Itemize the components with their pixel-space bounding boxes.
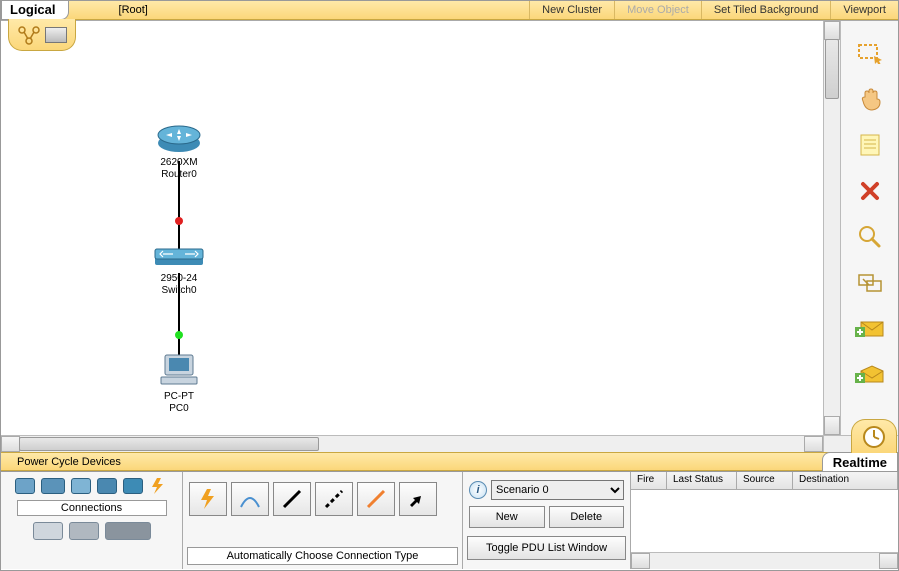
link-status-dot [175, 331, 183, 339]
switch-icon [153, 245, 205, 269]
delete-x-icon [860, 181, 880, 201]
new-cluster-button[interactable]: New Cluster [529, 1, 614, 19]
add-complex-pdu-tool[interactable] [852, 361, 888, 389]
lightning-icon[interactable] [149, 478, 169, 494]
pdu-horizontal-scrollbar[interactable] [631, 552, 898, 569]
topology-icon [17, 25, 41, 45]
category-icon[interactable] [71, 478, 91, 494]
toggle-pdu-list-button[interactable]: Toggle PDU List Window [467, 536, 626, 560]
vertical-scrollbar[interactable] [823, 21, 840, 435]
curve-icon [238, 487, 262, 511]
scenario-select[interactable]: Scenario 0 [491, 480, 624, 500]
top-toolbar: Logical [Root] New Cluster Move Object S… [1, 1, 898, 20]
device-model-label: PC-PT [153, 391, 205, 403]
clock-icon [862, 425, 886, 449]
realtime-tab[interactable]: Realtime [822, 452, 898, 471]
resize-icon [857, 273, 883, 293]
conn-fiber-button[interactable] [357, 482, 395, 516]
pdu-list-panel: Fire Last Status Source Destination [631, 472, 898, 569]
right-tool-palette [840, 21, 898, 435]
scroll-thumb[interactable] [19, 437, 319, 451]
logical-tab[interactable]: Logical [1, 1, 69, 20]
device-model-label: 2620XM [151, 157, 207, 169]
hand-icon [857, 87, 883, 111]
power-cycle-label[interactable]: Power Cycle Devices [17, 456, 121, 468]
note-icon [859, 133, 881, 157]
connection-types-panel: Automatically Choose Connection Type [183, 472, 463, 569]
workspace: 2620XM Router0 2950-24 Switch0 PC-PT PC0 [1, 20, 898, 435]
pdu-col-destination[interactable]: Destination [793, 472, 898, 489]
category-icon[interactable] [41, 478, 65, 494]
conn-straight-button[interactable] [273, 482, 311, 516]
device-pc[interactable]: PC-PT PC0 [153, 353, 205, 415]
realtime-clock-tab[interactable] [851, 419, 897, 453]
pdu-col-last-status[interactable]: Last Status [667, 472, 737, 489]
category-icon[interactable] [123, 478, 143, 494]
zigzag-icon [406, 487, 430, 511]
move-object-button[interactable]: Move Object [614, 1, 701, 19]
set-tiled-background-button[interactable]: Set Tiled Background [701, 1, 831, 19]
open-envelope-plus-icon [855, 365, 885, 385]
delete-tool[interactable] [852, 177, 888, 205]
hscroll-row [1, 435, 898, 452]
link-status-dot [175, 217, 183, 225]
horizontal-scrollbar[interactable] [1, 436, 823, 452]
device-category-icons [11, 476, 173, 496]
select-tool[interactable] [852, 39, 888, 67]
device-category-label: Connections [17, 500, 167, 516]
line-icon [280, 487, 304, 511]
conn-phone-button[interactable] [399, 482, 437, 516]
scenario-delete-button[interactable]: Delete [549, 506, 625, 528]
connection-description: Automatically Choose Connection Type [187, 547, 458, 565]
device-switch[interactable]: 2950-24 Switch0 [149, 245, 209, 297]
select-icon [856, 42, 884, 64]
sub-device-icon[interactable] [105, 522, 151, 540]
router-icon [156, 123, 202, 153]
lightning-icon [197, 488, 219, 510]
category-icon[interactable] [97, 478, 117, 494]
status-bar: Power Cycle Devices Realtime [1, 452, 898, 471]
inspect-tool[interactable] [852, 223, 888, 251]
resize-tool[interactable] [852, 269, 888, 297]
device-name-label: PC0 [153, 403, 205, 415]
note-tool[interactable] [852, 131, 888, 159]
pc-icon [159, 353, 199, 387]
scroll-thumb[interactable] [825, 39, 839, 99]
line-icon [364, 487, 388, 511]
scenario-new-button[interactable]: New [469, 506, 545, 528]
conn-console-button[interactable] [231, 482, 269, 516]
move-hand-tool[interactable] [852, 85, 888, 113]
viewport-button[interactable]: Viewport [830, 1, 898, 19]
dashed-line-icon [322, 487, 346, 511]
grey-box-icon [45, 27, 67, 43]
bottom-panel: Connections [1, 471, 898, 569]
scenario-panel: i Scenario 0 New Delete Toggle PDU List … [463, 472, 631, 569]
envelope-plus-icon [855, 319, 885, 339]
add-simple-pdu-tool[interactable] [852, 315, 888, 343]
pdu-col-source[interactable]: Source [737, 472, 793, 489]
device-category-panel: Connections [1, 472, 183, 569]
device-name-label: Switch0 [149, 285, 209, 297]
category-icon[interactable] [15, 478, 35, 494]
device-router[interactable]: 2620XM Router0 [151, 123, 207, 181]
device-sub-icons [33, 522, 151, 540]
info-icon[interactable]: i [469, 481, 487, 499]
pdu-col-fire[interactable]: Fire [631, 472, 667, 489]
conn-cross-button[interactable] [315, 482, 353, 516]
device-model-label: 2950-24 [149, 273, 209, 285]
root-breadcrumb[interactable]: [Root] [69, 4, 168, 16]
pdu-table-body [631, 490, 898, 552]
sub-device-icon[interactable] [69, 522, 99, 540]
nav-handle[interactable] [8, 19, 76, 51]
canvas[interactable]: 2620XM Router0 2950-24 Switch0 PC-PT PC0 [1, 21, 823, 435]
device-name-label: Router0 [151, 169, 207, 181]
pdu-table-header: Fire Last Status Source Destination [631, 472, 898, 490]
sub-device-icon[interactable] [33, 522, 63, 540]
magnifier-icon [858, 225, 882, 249]
conn-auto-button[interactable] [189, 482, 227, 516]
